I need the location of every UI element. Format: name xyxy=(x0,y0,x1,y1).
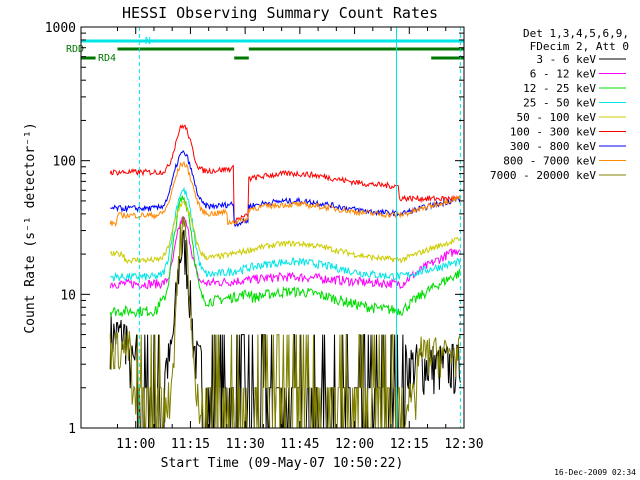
y-tick-label: 1 xyxy=(68,422,76,437)
x-tick-label: 12:00 xyxy=(335,437,374,452)
series-line-2 xyxy=(109,216,461,290)
x-axis-label: Start Time (09-May-07 10:50:22) xyxy=(161,456,404,471)
legend-label: 3 - 6 keV xyxy=(536,53,596,66)
x-tick-label: 11:15 xyxy=(171,437,210,452)
legend-header: FDecim 2, Att 0 xyxy=(530,40,629,53)
y-tick-label: 100 xyxy=(53,155,76,170)
x-tick-label: 12:15 xyxy=(390,437,429,452)
legend-label: 12 - 25 keV xyxy=(523,82,596,95)
series-line-4 xyxy=(109,186,461,282)
plot-frame xyxy=(80,26,465,429)
x-tick-label: 11:30 xyxy=(226,437,265,452)
flag-label-n: N xyxy=(145,36,151,47)
legend-header: Det 1,3,4,5,6,9, xyxy=(523,27,629,40)
series-line-3 xyxy=(109,195,461,318)
legend-label: 50 - 100 keV xyxy=(517,111,597,124)
flag-label-rdd: RDD xyxy=(66,44,84,55)
x-tick-label: 11:00 xyxy=(116,437,155,452)
chart-title: HESSI Observing Summary Count Rates xyxy=(122,4,438,22)
series-line-9 xyxy=(109,215,461,429)
y-axis-label: Count Rate (s⁻¹ detector⁻¹) xyxy=(23,122,38,333)
legend-label: 7000 - 20000 keV xyxy=(490,169,596,182)
y-tick-label: 1000 xyxy=(45,21,76,36)
x-tick-label: 11:45 xyxy=(280,437,319,452)
series-line-8 xyxy=(109,161,461,228)
legend-label: 6 - 12 keV xyxy=(530,68,597,81)
legend-label: 100 - 300 keV xyxy=(510,126,596,139)
series-line-1 xyxy=(109,229,461,429)
x-tick-label: 12:30 xyxy=(444,437,483,452)
series-line-5 xyxy=(109,200,461,265)
footer-date: 16-Dec-2009 02:34 xyxy=(554,468,636,477)
series-line-6 xyxy=(109,123,461,224)
legend-label: 25 - 50 keV xyxy=(523,97,596,110)
flag-label-rd4: RD4 xyxy=(98,53,116,64)
y-tick-label: 10 xyxy=(60,288,76,303)
legend-label: 800 - 7000 keV xyxy=(503,155,596,168)
legend-label: 300 - 800 keV xyxy=(510,140,596,153)
